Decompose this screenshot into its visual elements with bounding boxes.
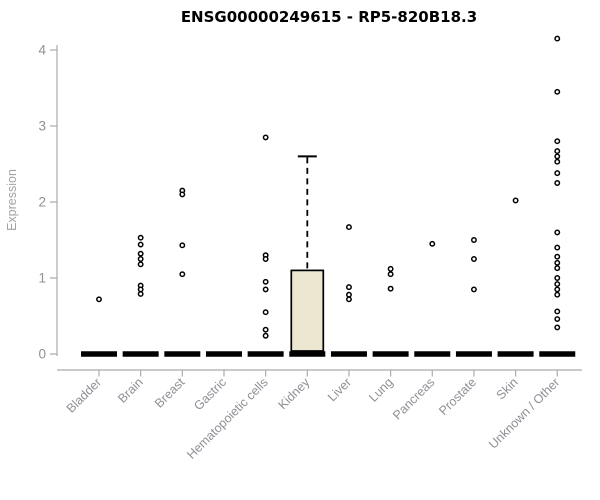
outlier-point bbox=[554, 275, 561, 281]
outlier-point bbox=[387, 265, 394, 272]
x-tick-label: Hematopoietic cells bbox=[184, 375, 271, 462]
outlier-point bbox=[554, 281, 561, 288]
outlier-point bbox=[554, 153, 561, 160]
x-tick-label: Pancreas bbox=[390, 375, 437, 422]
outlier-point bbox=[387, 271, 394, 278]
outlier-point bbox=[262, 256, 269, 262]
outlier-point bbox=[179, 191, 186, 198]
median-bar bbox=[122, 351, 159, 357]
x-tick-label: Lung bbox=[366, 375, 396, 405]
outlier-point bbox=[554, 180, 561, 186]
outlier-point bbox=[554, 259, 561, 266]
outlier-point bbox=[137, 261, 144, 268]
outlier-point bbox=[554, 324, 561, 331]
x-tick-label: Kidney bbox=[275, 375, 312, 412]
outlier-point bbox=[262, 134, 269, 141]
outlier-point bbox=[554, 88, 561, 95]
y-tick-label: 1 bbox=[38, 271, 46, 286]
outlier-point bbox=[554, 35, 561, 42]
outlier-point bbox=[554, 148, 561, 155]
median-bar bbox=[372, 351, 409, 357]
median-bar bbox=[81, 351, 117, 357]
outlier-point bbox=[179, 271, 186, 278]
median-bar bbox=[497, 351, 534, 357]
outlier-point bbox=[262, 326, 269, 333]
x-tick-label: Brain bbox=[115, 375, 146, 406]
box-iqr bbox=[290, 269, 325, 352]
outlier-point bbox=[137, 291, 144, 297]
outlier-point bbox=[137, 256, 144, 262]
outlier-point bbox=[554, 229, 561, 236]
outlier-point bbox=[554, 308, 561, 315]
outlier-point bbox=[470, 286, 477, 293]
x-tick-label: Prostate bbox=[436, 375, 479, 418]
outlier-point bbox=[554, 253, 561, 260]
y-tick-label: 2 bbox=[38, 195, 46, 210]
y-tick-label: 3 bbox=[38, 119, 46, 134]
outlier-point bbox=[137, 250, 144, 257]
outlier-point bbox=[96, 296, 102, 303]
outlier-point bbox=[554, 244, 561, 251]
outlier-point bbox=[554, 265, 561, 272]
outlier-point bbox=[346, 284, 352, 291]
outlier-point bbox=[429, 240, 436, 247]
outlier-point bbox=[262, 278, 269, 285]
x-tick-label: Unknown / Other bbox=[486, 375, 562, 451]
median-bar bbox=[414, 351, 451, 357]
outlier-point bbox=[346, 291, 352, 298]
y-tick-label: 0 bbox=[38, 347, 46, 362]
x-tick-label: Liver bbox=[325, 375, 354, 404]
x-tick-label: Bladder bbox=[64, 375, 104, 415]
outlier-point bbox=[137, 286, 144, 293]
x-tick-label: Gastric bbox=[191, 375, 229, 413]
x-tick-label: Skin bbox=[494, 375, 521, 402]
outlier-point bbox=[470, 256, 477, 262]
chart-title: ENSG00000249615 - RP5-820B18.3 bbox=[180, 8, 478, 26]
x-tick-label: Breast bbox=[152, 375, 188, 411]
outlier-point bbox=[554, 291, 561, 298]
outlier-point bbox=[554, 316, 561, 322]
y-tick-label: 4 bbox=[38, 43, 46, 58]
median-bar bbox=[539, 351, 576, 357]
outlier-point bbox=[554, 286, 561, 293]
median-bar bbox=[289, 351, 326, 357]
outlier-point bbox=[179, 242, 186, 249]
outlier-point bbox=[262, 309, 269, 316]
median-bar bbox=[164, 351, 201, 357]
outlier-point bbox=[262, 286, 269, 293]
outlier-point bbox=[554, 158, 561, 165]
outlier-point bbox=[137, 234, 144, 241]
outlier-point bbox=[346, 296, 352, 303]
median-bar bbox=[205, 351, 242, 357]
outlier-point bbox=[554, 138, 561, 145]
median-bar bbox=[455, 351, 492, 357]
median-bar bbox=[330, 351, 367, 357]
outlier-point bbox=[470, 237, 477, 243]
outlier-point bbox=[346, 224, 352, 231]
outlier-point bbox=[137, 241, 144, 248]
outlier-point bbox=[512, 197, 519, 204]
outlier-point bbox=[554, 170, 561, 177]
outlier-point bbox=[262, 332, 269, 339]
median-bar bbox=[247, 351, 284, 357]
outlier-point bbox=[387, 285, 394, 292]
